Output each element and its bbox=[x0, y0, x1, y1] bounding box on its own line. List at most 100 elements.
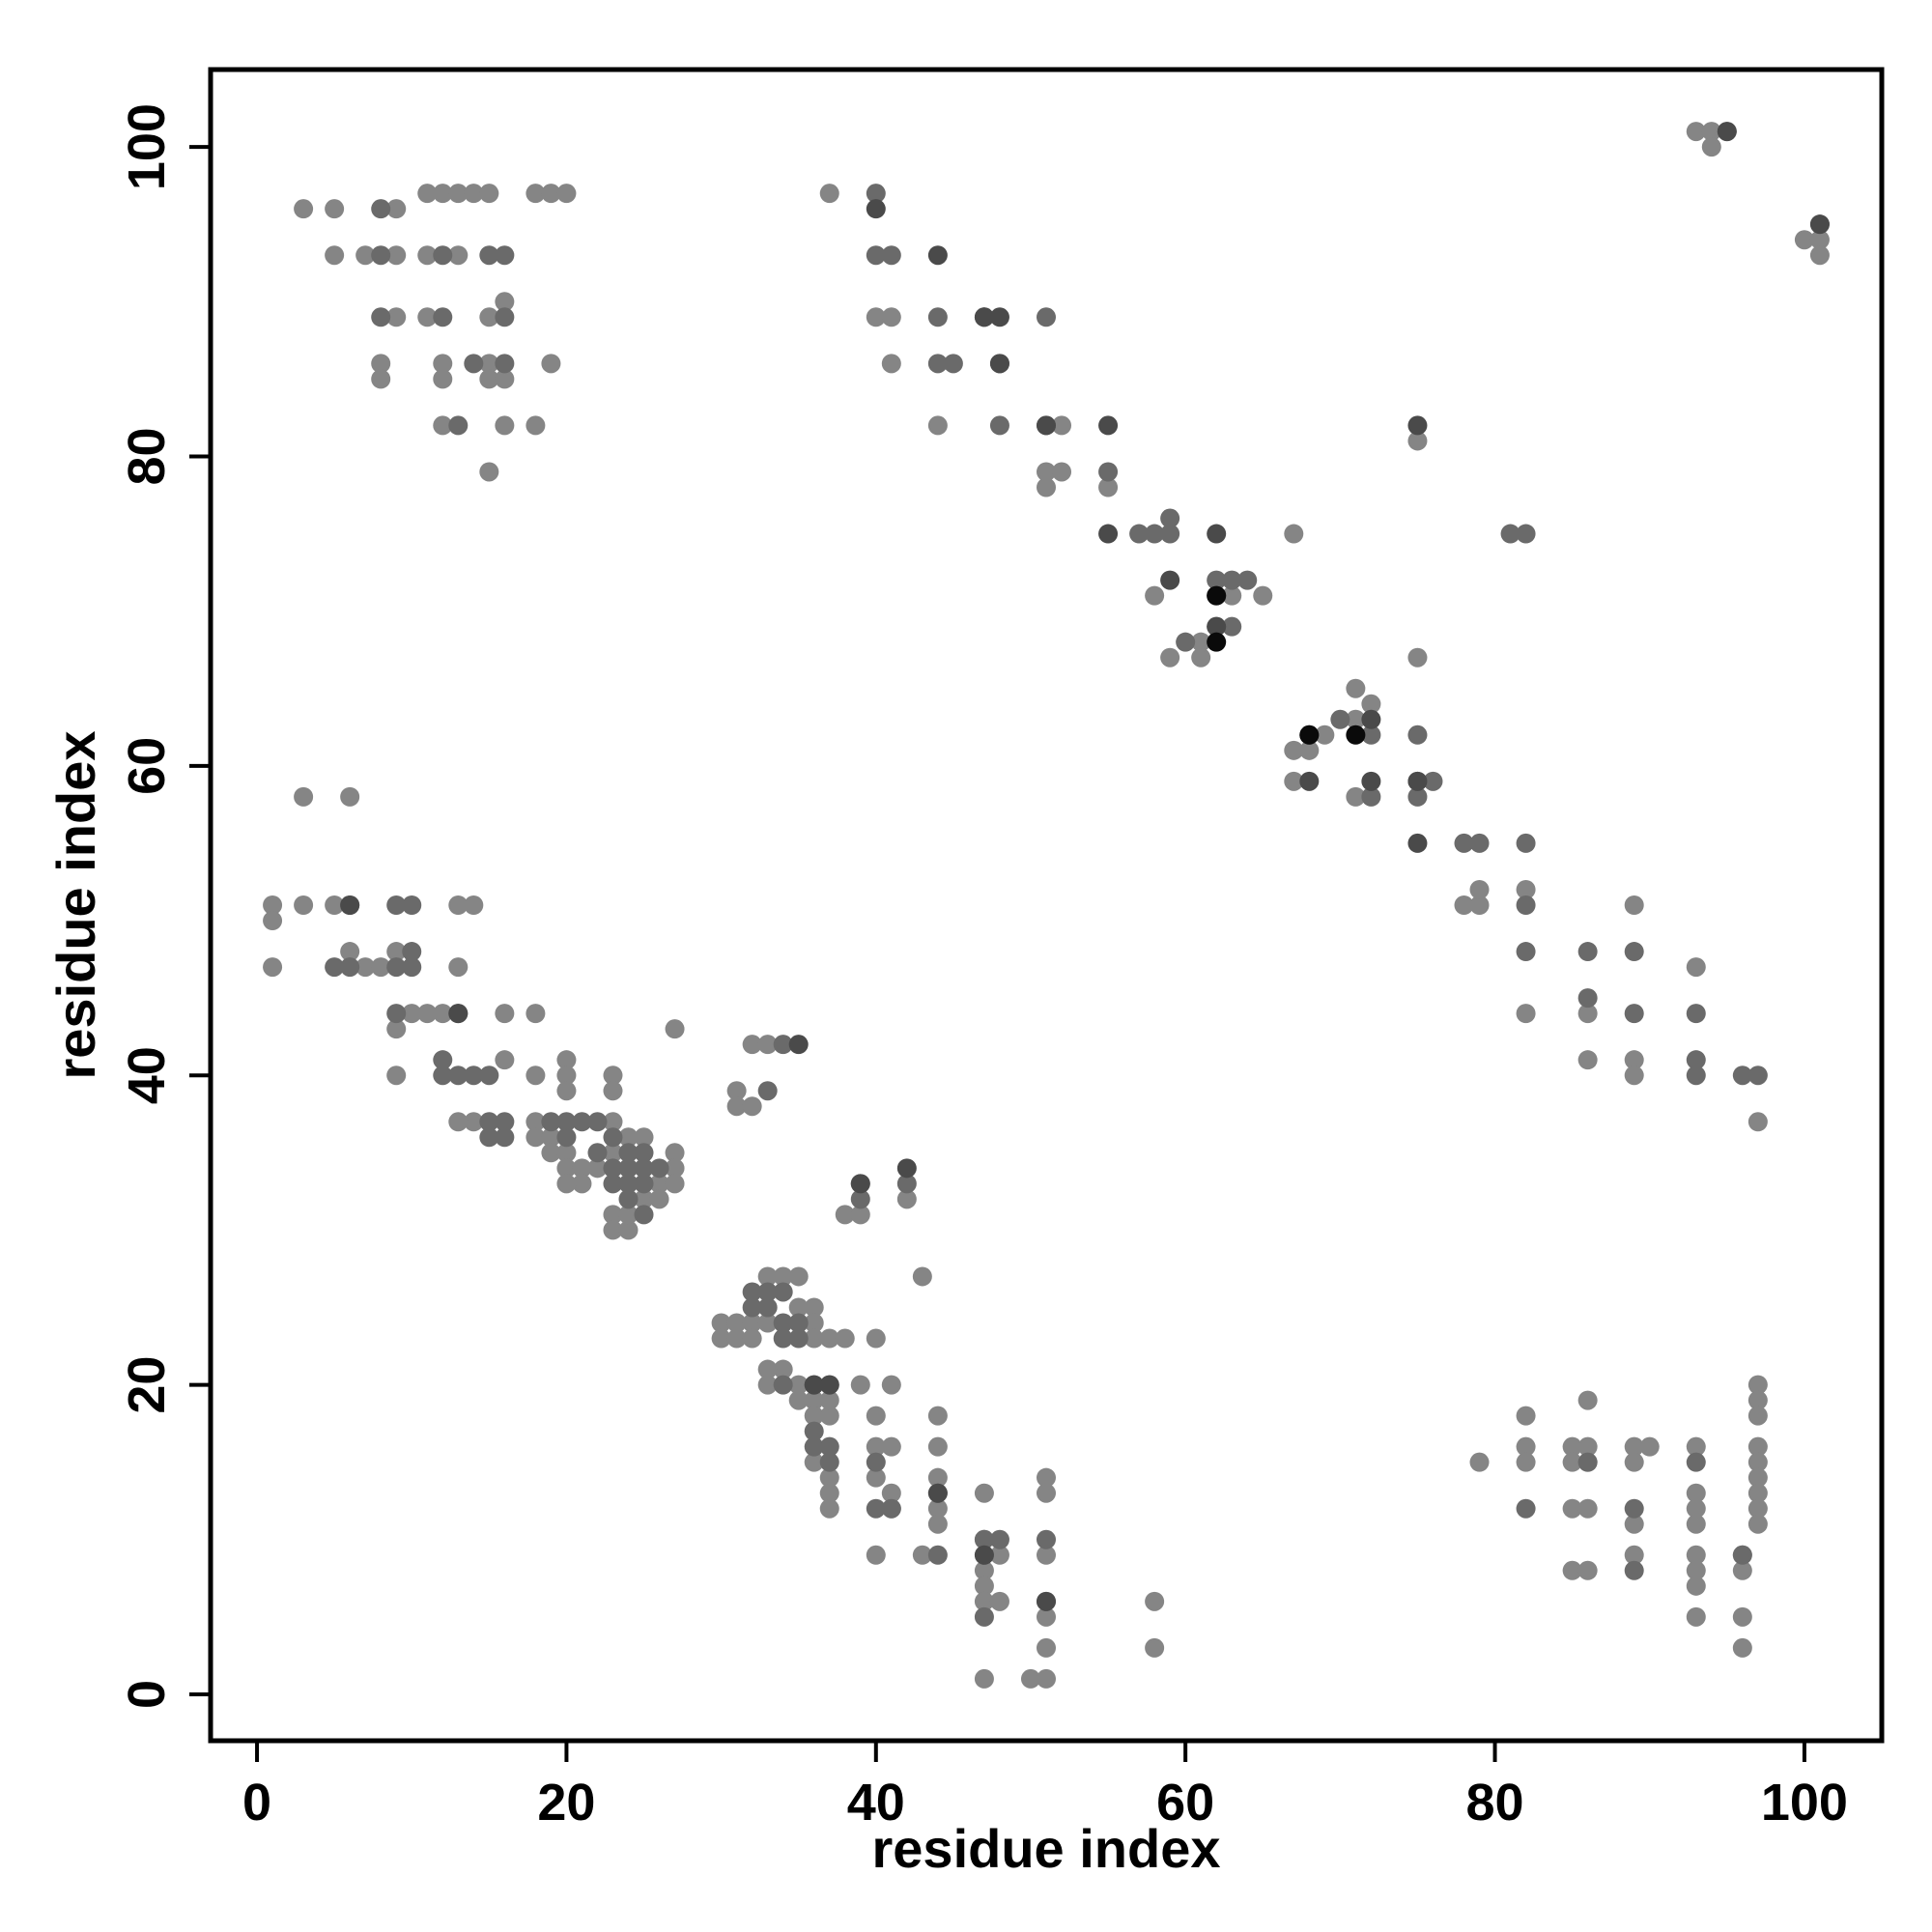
contact-point bbox=[1299, 740, 1320, 760]
contact-point bbox=[881, 1483, 901, 1503]
contact-point bbox=[819, 1406, 839, 1426]
contact-point bbox=[1454, 895, 1474, 915]
contact-point bbox=[773, 1035, 793, 1055]
contact-point bbox=[1624, 1436, 1644, 1457]
contact-point bbox=[773, 1313, 793, 1333]
contact-point bbox=[1284, 771, 1304, 791]
contact-point bbox=[1037, 1591, 1056, 1611]
contact-point bbox=[1407, 647, 1428, 668]
contact-point bbox=[1686, 1452, 1706, 1472]
contact-point bbox=[386, 1004, 407, 1024]
contact-point bbox=[1701, 137, 1721, 157]
contact-point bbox=[1037, 1529, 1056, 1549]
contact-point bbox=[1747, 1112, 1768, 1132]
contact-point bbox=[896, 1158, 917, 1179]
contact-point bbox=[1407, 431, 1428, 451]
contact-point bbox=[1747, 1514, 1768, 1534]
contact-point bbox=[1145, 1591, 1165, 1611]
contact-point bbox=[974, 1529, 994, 1549]
contact-point bbox=[479, 369, 499, 389]
contact-point bbox=[541, 1143, 561, 1163]
contact-point bbox=[1145, 524, 1165, 544]
plot-frame bbox=[208, 67, 1885, 1744]
contact-point bbox=[1577, 1452, 1598, 1472]
contact-point bbox=[1732, 1637, 1752, 1658]
contact-point bbox=[711, 1313, 731, 1333]
contact-point bbox=[850, 1375, 870, 1395]
contact-point bbox=[386, 895, 407, 915]
contact-point bbox=[1809, 214, 1830, 235]
contact-point bbox=[448, 1112, 469, 1132]
contact-point bbox=[371, 957, 391, 978]
contact-point bbox=[402, 942, 422, 962]
contact-point bbox=[448, 957, 469, 978]
contact-point bbox=[804, 1297, 824, 1318]
contact-point bbox=[866, 1452, 886, 1472]
contact-point bbox=[742, 1328, 762, 1349]
contact-point bbox=[1747, 1436, 1768, 1457]
contact-point bbox=[927, 307, 948, 327]
contact-point bbox=[1624, 1498, 1644, 1519]
contact-point bbox=[556, 1065, 577, 1086]
contact-point bbox=[1686, 1483, 1706, 1503]
contact-point bbox=[866, 1545, 886, 1565]
contact-point bbox=[355, 957, 376, 978]
contact-point bbox=[1346, 678, 1366, 698]
contact-point bbox=[603, 1174, 623, 1194]
contact-point bbox=[526, 1112, 546, 1132]
contact-point bbox=[1361, 786, 1381, 807]
contact-point bbox=[371, 307, 391, 327]
contact-point bbox=[989, 1591, 1009, 1611]
contact-point bbox=[881, 1498, 901, 1519]
contact-point bbox=[433, 354, 453, 374]
contact-point bbox=[433, 184, 453, 204]
contact-point bbox=[495, 292, 515, 312]
contact-point bbox=[1207, 632, 1227, 652]
contact-point bbox=[804, 1328, 824, 1349]
contact-point bbox=[1686, 1514, 1706, 1534]
contact-point bbox=[479, 1112, 499, 1132]
contact-point bbox=[371, 199, 391, 219]
contact-point bbox=[989, 415, 1009, 436]
contact-point bbox=[757, 1266, 778, 1287]
contact-point bbox=[479, 1065, 499, 1086]
contact-point bbox=[556, 1143, 577, 1163]
contact-point bbox=[495, 1127, 515, 1148]
contact-point bbox=[1129, 524, 1150, 544]
contact-point bbox=[433, 1065, 453, 1086]
contact-point bbox=[850, 1189, 870, 1209]
contact-point bbox=[1346, 786, 1366, 807]
contact-point bbox=[974, 1560, 994, 1580]
contact-point bbox=[989, 1545, 1009, 1565]
contact-point bbox=[448, 184, 469, 204]
contact-point bbox=[726, 1096, 747, 1117]
contact-point bbox=[943, 354, 963, 374]
contact-point bbox=[819, 184, 839, 204]
contact-point bbox=[541, 1112, 561, 1132]
contact-point bbox=[726, 1081, 747, 1101]
contact-point bbox=[665, 1143, 685, 1163]
contact-point bbox=[1037, 1668, 1056, 1689]
contact-point bbox=[1747, 1483, 1768, 1503]
contact-point bbox=[556, 1127, 577, 1148]
contact-point bbox=[1732, 1560, 1752, 1580]
contact-point bbox=[1237, 570, 1258, 590]
contact-point bbox=[866, 184, 886, 204]
contact-point bbox=[1361, 694, 1381, 714]
contact-point bbox=[1747, 1390, 1768, 1410]
contact-point bbox=[1701, 122, 1721, 142]
x-tick-label: 0 bbox=[242, 1774, 271, 1832]
contact-point bbox=[386, 245, 407, 266]
contact-point bbox=[479, 1127, 499, 1148]
contact-point bbox=[1516, 895, 1536, 915]
contact-point bbox=[1037, 307, 1056, 327]
y-axis: 0 20 40 60 80 100 bbox=[118, 103, 211, 1709]
contact-point bbox=[1222, 570, 1242, 590]
contact-point bbox=[912, 1266, 932, 1287]
contact-point bbox=[618, 1205, 639, 1225]
y-tick-label: 60 bbox=[118, 737, 176, 795]
contact-point bbox=[1284, 740, 1304, 760]
contact-point bbox=[804, 1406, 824, 1426]
contact-point bbox=[556, 1050, 577, 1070]
